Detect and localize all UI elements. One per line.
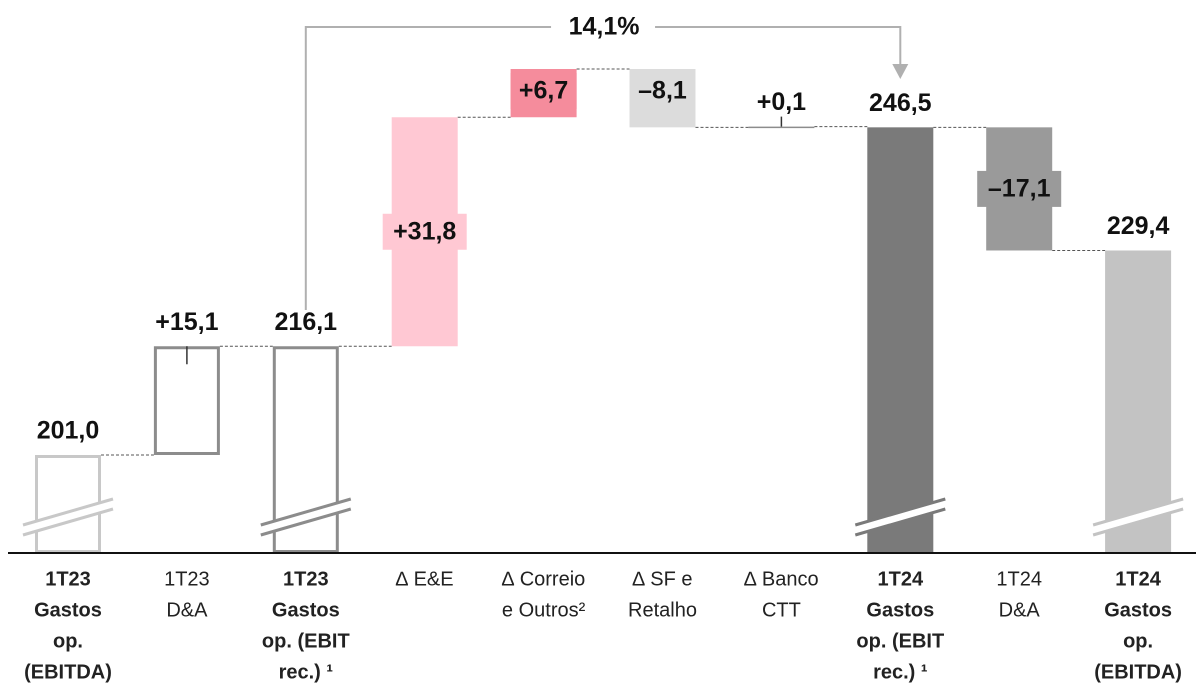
axis-break-gap xyxy=(855,499,946,535)
annotation: 14,1% xyxy=(569,13,640,41)
category-label: rec.) ¹ xyxy=(873,661,928,683)
category-label: op. xyxy=(53,630,83,652)
category-label: 1T24 xyxy=(996,568,1042,590)
axis-break-gap xyxy=(260,499,351,535)
category-label: ∆ E&E xyxy=(396,568,454,590)
value-label: +6,7 xyxy=(519,77,568,105)
category-label: D&A xyxy=(999,599,1041,621)
axis-break xyxy=(1092,497,1184,527)
value-label: 201,0 xyxy=(37,417,100,445)
value-label: +0,1 xyxy=(757,88,806,116)
category-label: 1T24 xyxy=(878,568,924,590)
bar xyxy=(1105,250,1172,554)
axis-break-gap xyxy=(23,499,113,535)
value-label: –17,1 xyxy=(988,175,1051,203)
value-label: 246,5 xyxy=(869,89,932,117)
category-label: 1T23 xyxy=(283,568,329,590)
category-label: op. (EBIT xyxy=(262,630,350,652)
category-label: Gastos xyxy=(272,599,340,621)
category-label: Gastos xyxy=(1104,599,1172,621)
category-label: ∆ Banco xyxy=(744,568,819,590)
value-label-bg xyxy=(382,213,467,250)
category-label: Gastos xyxy=(866,599,934,621)
value-label: 229,4 xyxy=(1107,212,1170,240)
axis-break xyxy=(1092,507,1184,537)
axis-break xyxy=(260,497,352,527)
bar xyxy=(867,127,934,553)
category-label: e Outros² xyxy=(502,599,586,621)
category-label: (EBITDA) xyxy=(24,661,112,683)
category-label: (EBITDA) xyxy=(1094,661,1182,683)
category-label: ∆ Correio xyxy=(502,568,585,590)
bar xyxy=(272,346,339,554)
bar xyxy=(35,455,101,553)
value-label: –8,1 xyxy=(638,77,687,105)
category-label: op. (EBIT xyxy=(856,630,944,652)
category-label: ∆ SF e xyxy=(632,568,692,590)
axis-break xyxy=(260,507,352,537)
axis-break xyxy=(854,507,946,537)
value-label-bg xyxy=(629,73,696,109)
category-label: 1T23 xyxy=(45,568,91,590)
value-label: 216,1 xyxy=(275,308,338,336)
category-label: 1T23 xyxy=(164,568,210,590)
bar xyxy=(748,126,815,129)
axis-break xyxy=(854,497,946,527)
category-label: 1T24 xyxy=(1115,568,1161,590)
annotation-bg xyxy=(551,9,656,45)
category-label: D&A xyxy=(166,599,208,621)
value-label-bg xyxy=(977,170,1062,207)
value-label-bg xyxy=(510,73,577,109)
category-label: rec.) ¹ xyxy=(279,661,334,683)
category-label: Gastos xyxy=(34,599,102,621)
category-label: Retalho xyxy=(628,599,697,621)
category-label: CTT xyxy=(762,599,801,621)
arrow-head xyxy=(892,64,909,79)
value-label: +15,1 xyxy=(155,308,218,336)
axis-break xyxy=(22,507,114,537)
category-label: op. xyxy=(1123,630,1153,652)
value-label: +31,8 xyxy=(393,217,456,245)
axis-break xyxy=(22,497,114,527)
axis-break-gap xyxy=(1093,499,1184,535)
